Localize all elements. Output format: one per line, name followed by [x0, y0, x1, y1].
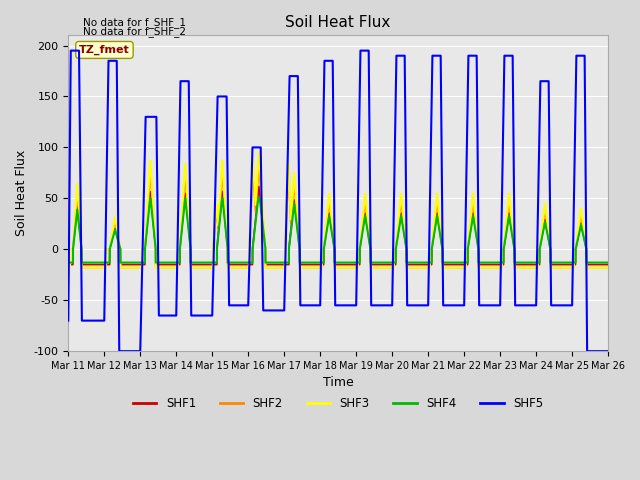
Text: TZ_fmet: TZ_fmet: [79, 45, 130, 55]
Text: No data for f_SHF_2: No data for f_SHF_2: [83, 26, 186, 37]
Y-axis label: Soil Heat Flux: Soil Heat Flux: [15, 150, 28, 236]
X-axis label: Time: Time: [323, 376, 353, 389]
Legend: SHF1, SHF2, SHF3, SHF4, SHF5: SHF1, SHF2, SHF3, SHF4, SHF5: [128, 392, 548, 415]
Title: Soil Heat Flux: Soil Heat Flux: [285, 15, 391, 30]
Text: No data for f_SHF_1: No data for f_SHF_1: [83, 17, 186, 28]
